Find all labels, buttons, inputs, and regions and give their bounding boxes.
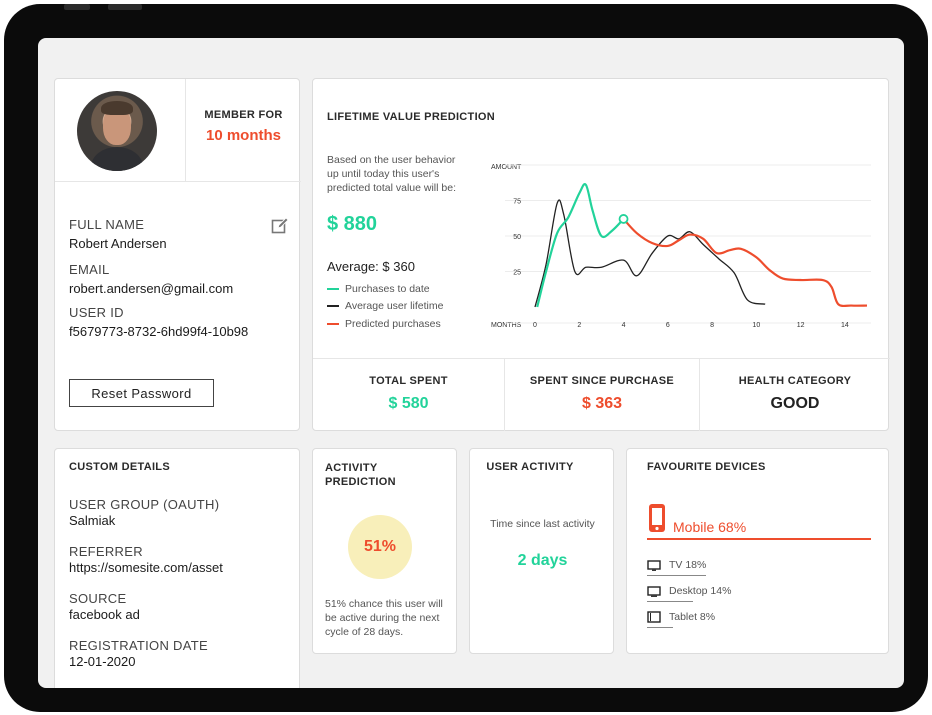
mobile-share: Mobile 68% bbox=[673, 519, 747, 535]
legend-label: Average user lifetime bbox=[345, 300, 444, 312]
user-group-label: USER GROUP (OAUTH) bbox=[69, 497, 220, 512]
y-tick-label: 50 bbox=[513, 234, 521, 241]
legend-label: Predicted purchases bbox=[345, 318, 441, 330]
member-for-label: MEMBER FOR bbox=[204, 109, 283, 121]
spent-since-purchase-label: SPENT SINCE PURCHASE bbox=[529, 375, 675, 387]
source-value: facebook ad bbox=[69, 607, 140, 622]
x-tick-label: 12 bbox=[797, 322, 805, 329]
favourite-devices-card: FAVOURITE DEVICES Mobile 68% TV 18% Desk… bbox=[626, 448, 889, 654]
tablet-icon bbox=[647, 611, 661, 623]
lifetime-chart: AMOUNT MONTHS 25 50 75 0 2 4 6 8 10 12 14 bbox=[491, 164, 871, 329]
tablet-frame: MEMBER FOR 10 months FULL NAME Robert An… bbox=[4, 4, 928, 712]
reset-password-button[interactable]: Reset Password bbox=[69, 379, 214, 407]
referrer-value: https://somesite.com/asset bbox=[69, 560, 223, 575]
x-tick-label: 10 bbox=[752, 322, 760, 329]
total-spent-value: $ 580 bbox=[388, 395, 429, 412]
x-axis-label: MONTHS bbox=[491, 322, 522, 329]
y-tick-label: 25 bbox=[513, 270, 521, 277]
predicted-value: $ 880 bbox=[327, 213, 378, 235]
x-tick-label: 4 bbox=[622, 322, 626, 329]
full-name-label: FULL NAME bbox=[69, 217, 145, 232]
legend-swatch bbox=[327, 323, 339, 326]
referrer-label: REFERRER bbox=[69, 544, 143, 559]
tablet-share-bar bbox=[647, 627, 673, 628]
user-id-label: USER ID bbox=[69, 305, 124, 320]
health-category-value: GOOD bbox=[770, 395, 820, 412]
user-id-value: f5679773-8732-6hd99f4-10b98 bbox=[69, 324, 249, 339]
tv-share: TV 18% bbox=[669, 559, 707, 571]
legend-item: Predicted purchases bbox=[327, 318, 441, 330]
x-tick-label: 14 bbox=[841, 322, 849, 329]
health-category-label: HEALTH CATEGORY bbox=[738, 375, 852, 387]
legend-label: Purchases to date bbox=[345, 283, 430, 295]
x-tick-label: 8 bbox=[710, 322, 714, 329]
last-activity-value: 2 days bbox=[517, 552, 568, 569]
tablet-share: Tablet 8% bbox=[669, 611, 716, 623]
favourite-devices-title: FAVOURITE DEVICES bbox=[647, 461, 766, 473]
device-tablet: Tablet 8% bbox=[647, 611, 715, 623]
email-label: EMAIL bbox=[69, 262, 110, 277]
current-point-marker bbox=[618, 214, 629, 224]
tv-share-bar bbox=[647, 575, 706, 576]
registration-date-label: REGISTRATION DATE bbox=[69, 638, 208, 653]
desktop-icon bbox=[647, 586, 661, 597]
avatar bbox=[77, 91, 157, 171]
tv-icon bbox=[647, 560, 661, 571]
activity-prediction-title: ACTIVITY PREDICTION bbox=[325, 462, 396, 488]
screen: MEMBER FOR 10 months FULL NAME Robert An… bbox=[38, 38, 904, 688]
legend-swatch bbox=[327, 305, 339, 308]
mobile-icon bbox=[649, 504, 665, 532]
custom-details-title: CUSTOM DETAILS bbox=[69, 461, 170, 473]
user-activity-card: USER ACTIVITY Time since last activity 2… bbox=[469, 448, 614, 654]
total-spent: TOTAL SPENT $ 580 bbox=[313, 359, 504, 431]
spent-since-purchase-value: $ 363 bbox=[581, 395, 623, 412]
legend-item: Average user lifetime bbox=[327, 300, 443, 312]
profile-card: MEMBER FOR 10 months FULL NAME Robert An… bbox=[54, 78, 301, 431]
full-name-value: Robert Andersen bbox=[69, 236, 167, 251]
activity-description: 51% chance this user will be active duri… bbox=[325, 598, 443, 638]
tablet-button bbox=[108, 4, 142, 10]
user-activity-title: USER ACTIVITY bbox=[486, 461, 574, 473]
member-for: MEMBER FOR 10 months bbox=[186, 109, 301, 144]
health-category: HEALTH CATEGORY GOOD bbox=[700, 359, 890, 431]
activity-prediction-card: ACTIVITY PREDICTION 51% 51% chance this … bbox=[312, 448, 457, 654]
mobile-share-bar bbox=[647, 538, 871, 540]
lifetime-title: LIFETIME VALUE PREDICTION bbox=[327, 111, 496, 123]
y-tick-label: 75 bbox=[513, 199, 521, 206]
lifetime-value-card: LIFETIME VALUE PREDICTION Based on the u… bbox=[312, 78, 890, 431]
user-group-value: Salmiak bbox=[69, 513, 116, 528]
average-value: Average: $ 360 bbox=[327, 259, 415, 274]
last-activity-label: Time since last activity bbox=[490, 518, 595, 530]
custom-details-card: CUSTOM DETAILS USER GROUP (OAUTH) Salmia… bbox=[54, 448, 300, 688]
email-value: robert.andersen@gmail.com bbox=[69, 281, 234, 296]
series-line-predicted-purchases bbox=[622, 218, 868, 308]
x-tick-label: 2 bbox=[577, 322, 581, 329]
x-tick-label: 6 bbox=[666, 322, 670, 329]
y-axis-label: AMOUNT bbox=[491, 164, 522, 171]
spent-since-purchase: SPENT SINCE PURCHASE $ 363 bbox=[505, 359, 699, 431]
total-spent-label: TOTAL SPENT bbox=[369, 375, 448, 387]
registration-date-value: 12-01-2020 bbox=[69, 654, 136, 669]
edit-icon[interactable] bbox=[271, 217, 289, 235]
legend-swatch bbox=[327, 288, 339, 291]
device-desktop: Desktop 14% bbox=[647, 585, 731, 597]
source-label: SOURCE bbox=[69, 591, 127, 606]
device-tv: TV 18% bbox=[647, 559, 706, 571]
desktop-share: Desktop 14% bbox=[669, 585, 732, 597]
lifetime-description: Based on the user behavior up until toda… bbox=[327, 154, 456, 194]
x-tick-label: 0 bbox=[533, 322, 537, 329]
legend-item: Purchases to date bbox=[327, 283, 430, 295]
series-line-purchases-to-date bbox=[536, 183, 625, 308]
series-line-average-user-lifetime bbox=[534, 199, 766, 308]
activity-percent: 51% bbox=[348, 515, 412, 579]
desktop-share-bar bbox=[647, 601, 693, 602]
member-for-value: 10 months bbox=[205, 127, 281, 144]
tablet-button bbox=[64, 4, 90, 10]
